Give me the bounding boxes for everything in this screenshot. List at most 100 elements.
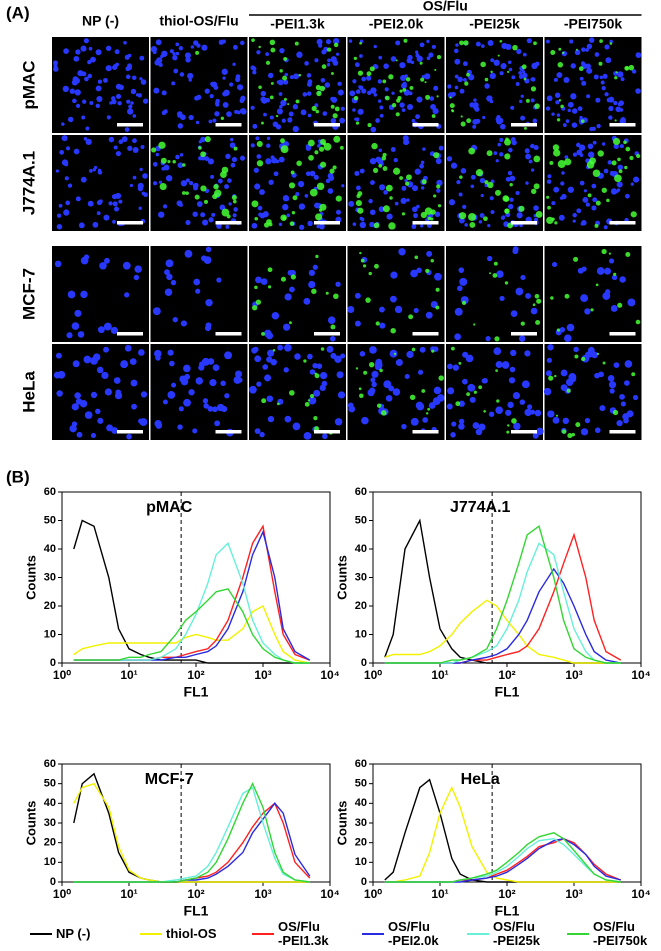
nucleus [307,220,313,227]
nucleus [175,154,180,160]
nucleus [250,105,255,110]
nucleus [361,76,367,82]
fluorescence [558,47,562,51]
nucleus [129,358,137,366]
nucleus [127,145,133,151]
fluorescence [330,324,336,330]
nucleus [586,43,593,49]
nucleus [434,272,442,281]
fluorescence [614,174,622,183]
nucleus [448,199,456,206]
nucleus [553,77,558,82]
nucleus [235,370,243,378]
fluorescence [421,389,426,393]
nucleus [278,92,283,96]
fluorescence [512,44,518,51]
nucleus [624,380,630,386]
histogram-line [73,786,310,883]
nucleus [447,92,454,99]
nucleus [610,305,618,312]
nucleus [626,410,634,418]
fluorescence [499,39,503,43]
fluorescence [564,158,572,166]
nucleus [268,179,274,185]
fluorescence [435,305,440,310]
fluorescence [466,118,472,124]
nucleus [273,171,279,177]
nucleus [205,298,213,307]
nucleus [177,162,184,169]
nucleus [316,363,323,369]
fluorescence [267,267,273,273]
micrograph [249,246,346,342]
nucleus [295,192,300,197]
nucleus [472,124,477,129]
nucleus [340,353,346,359]
micrograph-bg [52,344,149,440]
fluorescence [451,109,455,113]
nucleus [432,108,439,115]
nucleus [263,329,272,338]
nucleus [266,395,274,403]
nucleus [126,99,131,104]
nucleus [304,194,309,198]
nucleus [125,74,131,80]
nucleus [184,249,193,258]
nucleus [209,379,217,387]
scale-bar [215,332,242,336]
nucleus [72,98,77,104]
fluorescence [373,222,380,229]
fluorescence [270,81,274,85]
fluorescence [623,140,627,145]
nucleus [624,193,630,199]
nucleus [571,122,578,128]
nucleus [594,427,601,434]
nucleus [577,106,583,111]
fluorescence [507,424,510,427]
fluorescence [468,212,477,221]
nucleus [373,93,378,97]
nucleus [577,267,584,274]
nucleus [592,140,597,145]
nucleus [308,396,317,405]
nucleus [152,161,158,167]
scale-bar [314,123,340,127]
fluorescence [617,302,623,308]
fluorescence [578,66,584,72]
nucleus [126,108,134,115]
nucleus [520,94,524,98]
nucleus [412,206,418,213]
nucleus [137,185,144,192]
nucleus [379,184,386,191]
nucleus [347,305,355,313]
nucleus [573,346,579,353]
micrograph [249,135,346,231]
nucleus [324,82,331,88]
nucleus [58,203,63,208]
nucleus [152,181,158,186]
nucleus [296,51,303,58]
nucleus [450,162,458,169]
histogram-line [384,599,621,664]
nucleus [313,174,319,180]
scale-bar [609,221,636,225]
nucleus [378,206,385,213]
histogram-line [73,772,310,883]
nucleus [69,424,77,433]
fluorescence [504,208,510,214]
fluorescence [625,146,631,152]
nucleus [511,75,516,80]
nucleus [187,72,194,80]
nucleus [226,111,232,117]
nucleus [276,108,283,115]
fluorescence [530,86,537,92]
nucleus [473,98,477,102]
fluorescence [475,169,484,177]
nucleus [433,386,442,395]
nucleus [508,203,514,210]
nucleus [122,261,131,270]
fluorescence [311,105,317,112]
nucleus [416,267,422,274]
nucleus [608,105,614,112]
nucleus [254,355,262,363]
